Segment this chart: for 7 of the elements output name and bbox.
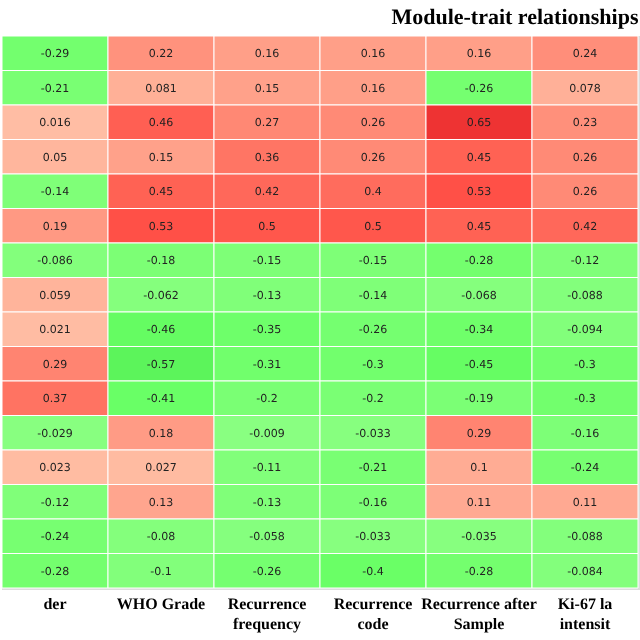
x-tick-label: Recurrence frequency [227, 595, 308, 633]
x-tick-label: der [43, 595, 68, 613]
x-tick-label: Recurrence code [333, 595, 414, 633]
chart-title: Module-trait relationships [391, 5, 640, 30]
x-tick-label: Recurrence after Sample [421, 595, 538, 633]
x-tick-label: WHO Grade [116, 595, 207, 613]
x-tick-label: Ki-67 la intensit [557, 595, 613, 633]
